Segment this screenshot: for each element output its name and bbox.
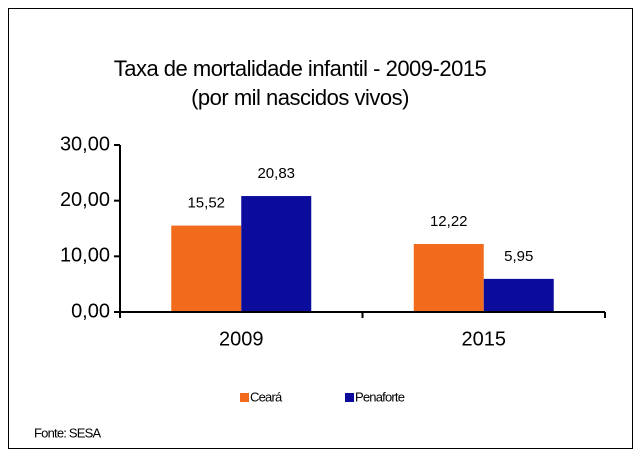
value-label: 5,95 <box>504 248 533 265</box>
x-tick-label: 2015 <box>462 328 507 350</box>
bar <box>483 278 554 312</box>
y-tick-label: 30,00 <box>60 133 110 155</box>
chart-subtitle: (por mil nascidos vivos) <box>191 85 409 110</box>
y-tick-label: 10,00 <box>60 245 110 267</box>
chart-title: Taxa de mortalidade infantil - 2009-2015 <box>114 56 487 81</box>
y-tick-label: 20,00 <box>60 189 110 211</box>
value-label: 20,83 <box>257 165 295 182</box>
x-tick-label: 2009 <box>219 328 264 350</box>
legend-swatch <box>345 393 354 402</box>
bar <box>413 243 484 312</box>
legend-label: Penaforte <box>355 389 405 404</box>
chart-border <box>8 8 633 449</box>
y-tick-label: 0,00 <box>71 300 110 322</box>
bar <box>171 225 242 312</box>
bar <box>241 196 312 312</box>
source-note: Fonte: SESA <box>34 425 101 440</box>
legend-label: Ceará <box>250 389 283 404</box>
value-label: 15,52 <box>187 195 225 212</box>
value-label: 12,22 <box>430 213 468 230</box>
legend-swatch <box>240 393 249 402</box>
